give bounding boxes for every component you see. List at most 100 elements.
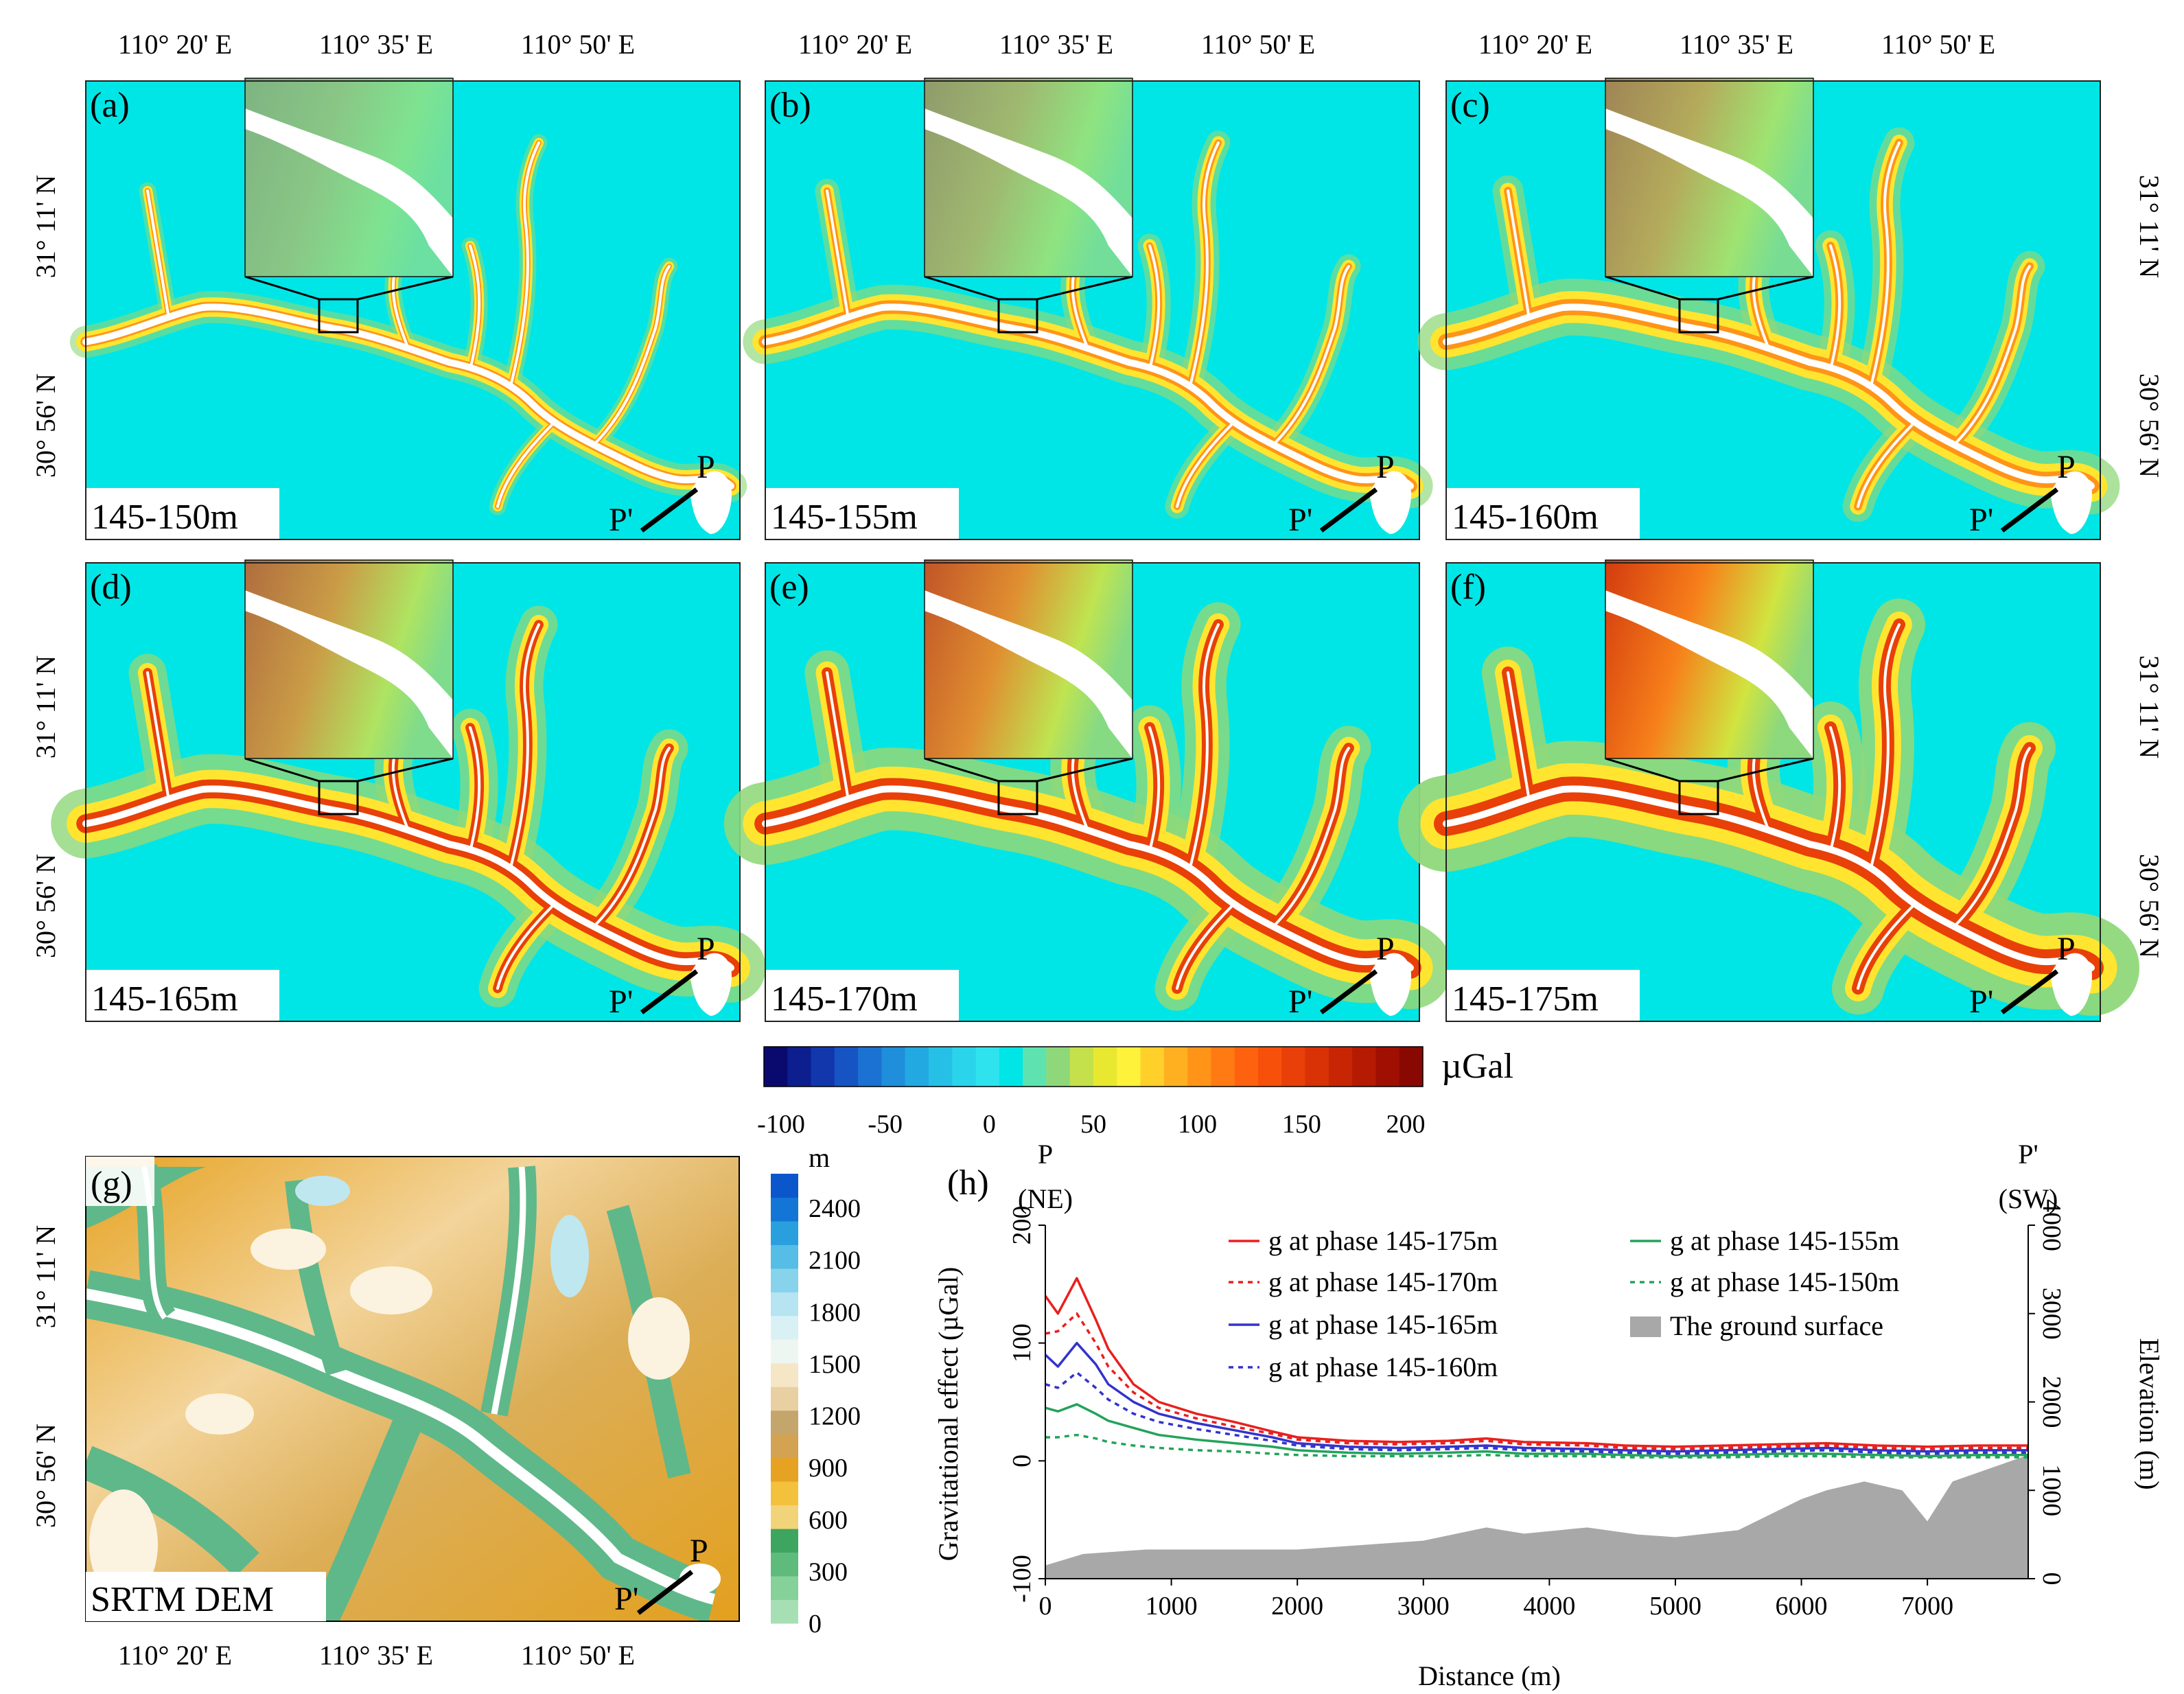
dem-colorbar-tick-label: 1500	[809, 1350, 861, 1379]
zoom-box	[1678, 298, 1719, 334]
profile-line-pp	[1319, 969, 1378, 1014]
lon-label: 110° 50' E	[1201, 29, 1315, 60]
series-line	[1045, 1403, 2028, 1458]
gravity-colorbar-swatches	[764, 1047, 1424, 1087]
point-p-label: P	[697, 449, 715, 485]
legend-swatch	[1630, 1316, 1661, 1337]
lon-label: 110° 35' E	[319, 1640, 433, 1671]
y2-tick-label: 2000	[2037, 1376, 2066, 1428]
colorbar-swatch	[1046, 1047, 1071, 1087]
river-channel	[1443, 785, 2095, 971]
dem-colorbar-swatch	[771, 1220, 798, 1245]
colorbar-swatch	[929, 1047, 953, 1087]
tributary-channel	[496, 423, 554, 508]
tributary-channel	[826, 671, 849, 798]
colorbar-swatch	[905, 1047, 929, 1087]
colorbar-swatch	[764, 1047, 788, 1087]
x-tick-label: 7000	[1901, 1592, 1953, 1621]
lat-label: 30° 56' N	[30, 373, 61, 478]
profile-line-pp	[2000, 487, 2059, 533]
colorbar-tick-label: 0	[983, 1110, 996, 1139]
lon-label: 110° 50' E	[1881, 29, 1995, 60]
y-tick-label: 0	[1008, 1454, 1036, 1467]
tributary-channel	[1272, 265, 1350, 446]
colorbar-swatch	[1187, 1047, 1211, 1087]
y-tick-label: 100	[1008, 1323, 1036, 1362]
colorbar-swatch	[1352, 1047, 1376, 1087]
y-tick-label: -100	[1008, 1555, 1036, 1603]
dem-label: SRTM DEM	[91, 1580, 274, 1619]
zoom-box	[318, 298, 359, 334]
series-line	[1045, 1312, 2028, 1450]
point-p-label: P	[690, 1533, 708, 1569]
colorbar-tick-label: 200	[1386, 1110, 1426, 1139]
series-line	[1044, 1277, 2028, 1448]
dem-colorbar-swatch	[771, 1434, 798, 1459]
lat-label: 31° 11' N	[2134, 175, 2165, 279]
panel-letter: (b)	[769, 86, 811, 125]
lat-label: 30° 56' N	[30, 854, 61, 958]
colorbar-tick-label: 50	[1080, 1110, 1106, 1139]
dem-colorbar-swatches	[771, 1174, 798, 1624]
dem-colorbar-swatch	[771, 1576, 798, 1601]
panel-letter: (g)	[91, 1165, 132, 1204]
colorbar-swatch	[1399, 1047, 1424, 1087]
point-p-label: P	[1376, 449, 1395, 485]
lon-label: 110° 35' E	[319, 29, 433, 60]
colorbar-tick-label: -100	[757, 1110, 805, 1139]
map-panel: P P' (e) 145-170m	[723, 559, 1452, 1022]
lat-label: 31° 11' N	[30, 1225, 61, 1329]
point-p-prime-label: P'	[1288, 984, 1312, 1020]
colorbar-swatch	[952, 1047, 977, 1087]
lon-labels-top: 110° 20' E 110° 35' E 110° 50' E 110° 20…	[118, 29, 1995, 60]
reservoir-end	[1369, 471, 1411, 534]
tributary-channel	[146, 671, 170, 798]
dem-colorbar-tick-label: 1800	[809, 1298, 861, 1327]
reservoir-end	[1369, 953, 1411, 1016]
dem-colorbar-swatch	[771, 1457, 798, 1482]
dem-colorbar-swatch	[771, 1505, 798, 1529]
dem-colorbar-tick-label: 900	[809, 1454, 848, 1483]
profile-line-pp	[1319, 487, 1378, 533]
point-p-label: P	[2057, 449, 2076, 485]
tributary-channel	[469, 726, 481, 852]
lon-labels-bottom: 110° 20' E 110° 35' E 110° 50' E	[118, 1640, 635, 1671]
legend-label: g at phase 145-150m	[1670, 1266, 1899, 1297]
point-p-label: P	[697, 931, 715, 967]
dem-colorbar-tick-label: 0	[809, 1610, 822, 1638]
lon-label: 110° 50' E	[521, 1640, 635, 1671]
colorbar-swatch	[1211, 1047, 1235, 1087]
point-p-prime-label: P'	[1969, 502, 1993, 538]
end-label-sw: (SW)	[1999, 1183, 2058, 1214]
dem-colorbar-swatch	[771, 1599, 798, 1624]
lat-label: 30° 56' N	[2134, 373, 2165, 478]
y2-tick-label: 0	[2037, 1573, 2066, 1586]
dem-terrain	[86, 1164, 721, 1621]
legend-label: g at phase 145-175m	[1268, 1225, 1498, 1256]
colorbar-swatch	[1258, 1047, 1282, 1087]
colorbar-swatch	[1140, 1047, 1165, 1087]
gravity-profile-chart: (h) P (NE) P' (SW) 0 1000 2000 3000 4000 5000…	[933, 1139, 2165, 1691]
inset-river	[925, 108, 1132, 277]
dem-colorbar-swatch	[771, 1174, 798, 1198]
river-channel	[1443, 303, 2095, 489]
colorbar-swatch	[1234, 1047, 1259, 1087]
point-p-label: P	[2057, 931, 2076, 967]
zoom-box	[318, 780, 359, 815]
point-p-prime-label: P'	[609, 502, 633, 538]
lon-label: 110° 20' E	[798, 29, 912, 60]
dem-colorbar-ticks: 0 300 600 900 1200 1500 1800 2100 2400	[809, 1194, 861, 1638]
tributary-channel	[1148, 726, 1161, 852]
tributary-channel	[1829, 244, 1842, 371]
x-tick-label: 4000	[1523, 1592, 1575, 1621]
panel-label: 145-150m	[91, 498, 238, 537]
dem-colorbar-tick-label: 2100	[809, 1246, 861, 1275]
river-channel	[82, 785, 734, 971]
panel-label: 145-175m	[1452, 979, 1599, 1019]
tributary-channel	[1507, 189, 1530, 316]
panel-letter: (a)	[90, 86, 130, 125]
colorbar-swatch	[1069, 1047, 1094, 1087]
point-p-label: P	[1376, 931, 1395, 967]
panel-letter: (c)	[1450, 86, 1490, 125]
tributary-channel	[510, 141, 540, 384]
